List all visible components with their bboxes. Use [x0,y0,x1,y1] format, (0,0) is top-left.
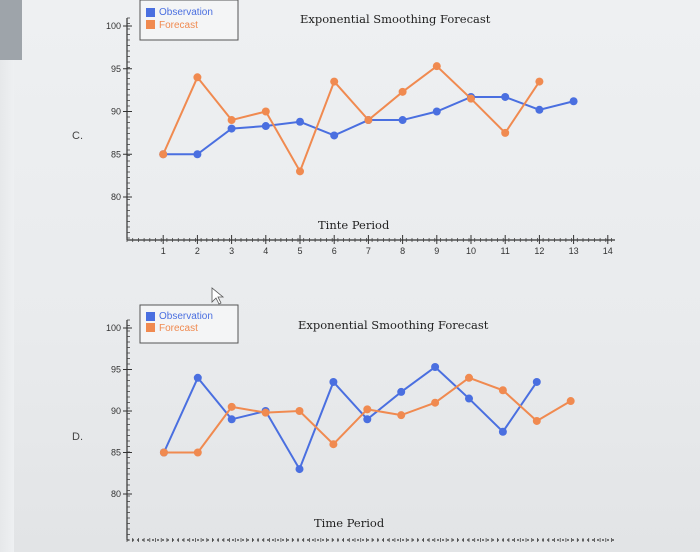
x-tick-label: 2 [195,246,200,256]
y-tick-label: 85 [111,149,121,159]
data-point-forecast [398,87,407,96]
data-point-observation [295,465,304,474]
series-group [159,363,575,474]
y-tick-label: 85 [111,448,121,458]
data-point-observation [261,122,270,131]
y-tick-label: 100 [106,323,121,333]
x-tick-label: 9 [434,246,439,256]
data-point-observation [193,373,202,382]
series-line-observation [163,95,574,156]
chart-title: Exponential Smoothing Forecast [298,318,489,332]
x-tick-label: 7 [366,246,371,256]
option-c-label[interactable]: C. [72,130,83,142]
data-point-forecast [432,62,441,71]
data-point-observation [227,415,236,424]
legend-observation-swatch [146,312,155,321]
window-edge-shadow [0,60,14,552]
data-point-forecast [465,373,473,382]
data-point-forecast [535,77,544,86]
data-point-observation [330,131,339,140]
legend-box [139,304,239,344]
axes: 100 95 90 85 80 [106,319,615,542]
x-tick-label: 8 [400,246,405,256]
chart-c: Observation Forecast Exponential Smoothi… [106,0,615,256]
mouse-cursor-icon [211,287,225,305]
data-point-observation [431,363,440,372]
y-tick-label: 100 [106,21,121,31]
data-point-observation [398,116,407,125]
y-tick-label: 95 [111,365,121,375]
x-axis-label: Tinte Period [318,218,390,232]
series-group [159,62,578,176]
option-d-label[interactable]: D. [72,431,83,443]
data-point-forecast [431,398,440,407]
data-point-observation [363,415,372,424]
x-tick-label: 11 [501,246,510,256]
data-point-observation [227,124,236,133]
data-point-observation [329,377,338,386]
data-point-forecast [329,440,338,449]
data-point-forecast [364,116,373,125]
data-point-forecast [566,397,575,406]
data-point-observation [498,427,507,436]
data-point-forecast [159,448,168,457]
data-point-forecast [159,150,168,159]
data-point-observation [397,387,406,396]
x-tick-label: 14 [603,246,613,256]
data-point-forecast [397,411,406,420]
x-tick-label: 10 [466,246,476,256]
y-tick-label: 90 [111,107,121,117]
series-line-forecast [163,376,572,454]
x-tick-label: 5 [297,246,302,256]
chart-title: Exponential Smoothing Forecast [300,12,491,26]
data-point-observation [432,107,441,116]
chart-d: Observation Forecast Exponential Smoothi… [106,304,615,542]
data-point-forecast [296,167,304,176]
y-tick-label: 95 [111,64,121,74]
data-point-forecast [193,73,202,82]
data-point-observation [535,105,544,114]
data-point-forecast [295,407,304,415]
data-point-forecast [261,408,270,417]
y-tick-label: 90 [111,406,121,416]
legend-observation-swatch [146,8,155,17]
x-tick-label: 6 [332,246,337,256]
legend-forecast-swatch [146,20,155,29]
data-point-observation [296,117,304,126]
data-point-observation [569,97,578,106]
data-point-observation [465,394,473,403]
data-point-forecast [532,416,541,425]
data-point-forecast [193,448,202,457]
legend-forecast-swatch [146,323,155,332]
data-point-forecast [501,128,510,137]
data-point-forecast [227,402,236,411]
window-edge-strip [0,0,22,60]
x-tick-label: 3 [229,246,234,256]
legend-forecast-label: Forecast [159,323,198,334]
x-tick-label: 13 [569,246,579,256]
series-line-forecast [162,64,541,174]
legend-observation-label: Observation [159,7,213,18]
legend-observation-label: Observation [159,311,213,322]
data-point-forecast [467,94,475,103]
legend-box [139,0,239,41]
x-tick-label: 4 [263,246,268,256]
data-point-forecast [227,116,236,125]
x-axis-label: Time Period [314,516,385,530]
x-tick-label: 12 [534,246,544,256]
y-tick-label: 80 [111,192,121,202]
data-point-forecast [330,77,339,86]
data-point-forecast [498,386,507,395]
x-tick-label: 1 [161,246,166,256]
data-point-forecast [261,107,270,116]
series-line-observation [162,365,538,472]
data-point-observation [193,150,202,159]
y-tick-label: 80 [111,489,121,499]
legend-forecast-label: Forecast [159,20,198,31]
data-point-forecast [363,405,372,414]
data-point-observation [532,377,541,386]
data-point-observation [501,92,510,101]
